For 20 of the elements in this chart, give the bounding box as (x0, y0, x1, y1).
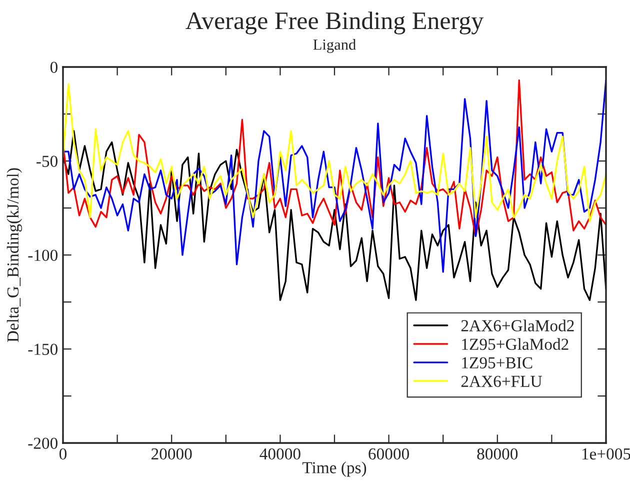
legend-label: 1Z95+BIC (462, 357, 532, 368)
y-tick-label: -100 (28, 250, 58, 261)
legend-label: 2AX6+FLU (461, 376, 542, 388)
x-tick-label: 0 (59, 448, 67, 460)
x-tick-label: 40000 (260, 448, 300, 460)
x-tick-label: 1e+005 (582, 448, 630, 460)
y-tick-label: -50 (36, 156, 58, 167)
chart-title: Average Free Binding Energy (186, 12, 484, 34)
line-series (63, 130, 606, 301)
x-tick-label: 60000 (368, 448, 409, 460)
y-axis-title: Delta_G_Binding(kJ/mol) (6, 168, 22, 342)
legend-label: 2AX6+GlaMod2 (461, 320, 574, 332)
y-tick-label: -150 (28, 344, 58, 355)
y-tick-label: 0 (50, 62, 58, 73)
x-axis-title: Time (ps) (302, 462, 366, 477)
legend-label: 1Z95+GlaMod2 (462, 338, 568, 350)
x-tick-label: 80000 (477, 448, 518, 460)
y-tick-label: -200 (28, 438, 58, 449)
chart-subtitle: Ligand (313, 39, 356, 53)
x-tick-label: 20000 (152, 448, 192, 460)
